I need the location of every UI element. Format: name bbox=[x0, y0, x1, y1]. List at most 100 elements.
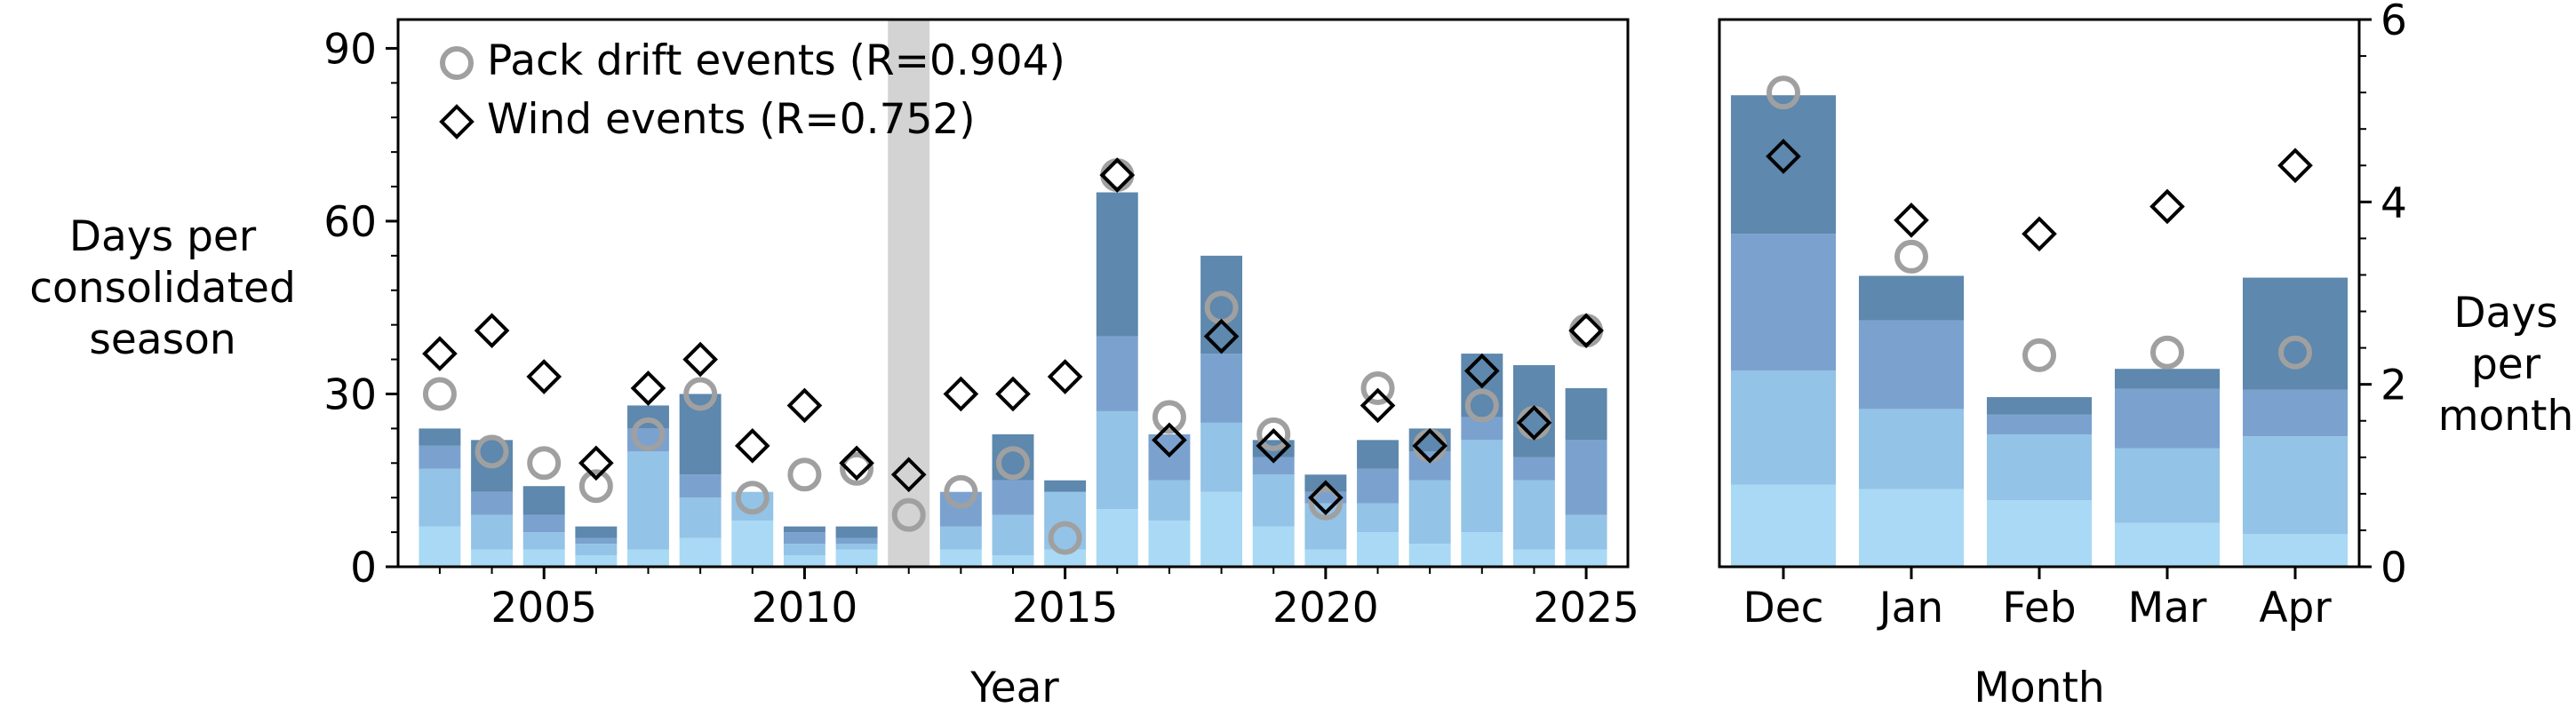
month-tick-label: Jan bbox=[1877, 584, 1943, 632]
wind-event-marker bbox=[734, 428, 770, 464]
bar-segment bbox=[835, 526, 878, 538]
monthly-bars bbox=[1730, 95, 2349, 567]
bar-segment bbox=[1461, 440, 1503, 533]
right-y-tick-label: 2 bbox=[2381, 362, 2407, 410]
month-pack-drift-marker bbox=[1894, 239, 1928, 274]
y-axis-label: Days per consolidated season bbox=[29, 212, 296, 364]
month-tick-label: Apr bbox=[2259, 584, 2332, 632]
bar-segment bbox=[1252, 526, 1295, 567]
bar-segment bbox=[471, 491, 514, 515]
yearly-axis-ticks: 0 30 60 90 2005 2010 2015 2020 2025 bbox=[323, 25, 1639, 632]
right-y-tick-label: 6 bbox=[2381, 0, 2407, 45]
bar-segment bbox=[419, 445, 461, 469]
pack-drift-marker bbox=[1569, 314, 1604, 348]
y-tick-label: 0 bbox=[350, 544, 377, 593]
month-bar-segment bbox=[1730, 370, 1837, 485]
bar-segment bbox=[939, 526, 982, 550]
bar-segment bbox=[731, 521, 774, 567]
bar-segment bbox=[1461, 532, 1503, 567]
month-wind-event-marker bbox=[2022, 216, 2057, 252]
bar-segment bbox=[1252, 474, 1295, 527]
wind-event-marker bbox=[943, 376, 979, 412]
y-axis-label-line-2: consolidated bbox=[29, 264, 296, 313]
bar-segment bbox=[1200, 422, 1243, 492]
bar-segment bbox=[1565, 549, 1607, 567]
month-bar-segment bbox=[1986, 500, 2093, 567]
bar-segment bbox=[1512, 480, 1555, 550]
month-wind-event-marker bbox=[2277, 147, 2313, 184]
wind-event-marker bbox=[890, 457, 927, 493]
pack-drift-marker bbox=[996, 446, 1030, 481]
legend-label-wind: Wind events (R=0.752) bbox=[487, 95, 976, 144]
month-bar-segment bbox=[2242, 436, 2349, 535]
right-y-axis-label-line-1: Days bbox=[2453, 289, 2557, 338]
bar-segment bbox=[522, 486, 565, 515]
month-bar-segment bbox=[2114, 388, 2221, 449]
bar-segment bbox=[419, 526, 461, 567]
bar-segment bbox=[1565, 387, 1607, 441]
x-tick-label: 2020 bbox=[1272, 584, 1379, 632]
x-tick-label: 2025 bbox=[1533, 584, 1639, 632]
month-pack-drift-marker bbox=[2278, 335, 2312, 370]
wind-event-marker bbox=[1568, 313, 1604, 348]
pack-drift-marker bbox=[422, 377, 457, 411]
x-axis-label: Year bbox=[969, 664, 1059, 712]
pack-drift-marker bbox=[944, 474, 978, 509]
bar-segment bbox=[1512, 549, 1555, 567]
bar-segment bbox=[783, 555, 825, 567]
bar-segment bbox=[1357, 532, 1399, 567]
month-bar-segment bbox=[1986, 434, 2093, 501]
right-y-axis-label-line-2: per bbox=[2471, 340, 2541, 389]
month-wind-event-marker bbox=[1766, 139, 1801, 174]
pack-drift-marker bbox=[475, 434, 509, 469]
wind-event-marker bbox=[839, 445, 874, 481]
bar-segment bbox=[522, 532, 565, 550]
bar-segment bbox=[1357, 503, 1399, 533]
yearly-plot-frame bbox=[396, 18, 1630, 569]
bar-segment bbox=[1096, 336, 1138, 411]
pack-drift-marker bbox=[631, 417, 666, 451]
pack-drift-marker bbox=[1308, 486, 1343, 521]
monthly-chart: 0 2 4 6 Dec Jan Feb Mar Apr Days per month Month bbox=[1718, 0, 2573, 712]
bar-segment bbox=[471, 514, 514, 550]
yearly-chart: 0 30 60 90 2005 2010 2015 2020 2025 Pack drift e… bbox=[29, 18, 1639, 712]
wind-event-marker bbox=[1516, 405, 1552, 441]
wind-event-marker bbox=[1047, 359, 1083, 394]
bar-segment bbox=[679, 497, 722, 538]
wind-event-marker bbox=[1463, 353, 1500, 389]
right-x-axis-label: Month bbox=[1974, 664, 2104, 712]
legend-label-pack-drift: Pack drift events (R=0.904) bbox=[487, 36, 1065, 85]
bar-segment bbox=[575, 537, 618, 545]
month-bar-segment bbox=[2114, 522, 2221, 567]
x-tick-label: 2005 bbox=[490, 584, 597, 632]
bar-segment bbox=[939, 549, 982, 567]
pack-drift-marker bbox=[1048, 521, 1082, 555]
wind-event-marker bbox=[1308, 480, 1344, 516]
y-tick-label: 30 bbox=[323, 370, 377, 419]
month-tick-label: Dec bbox=[1743, 584, 1824, 632]
pack-drift-marker bbox=[683, 377, 718, 411]
bar-segment bbox=[575, 544, 618, 556]
bar-segment bbox=[992, 555, 1034, 567]
bar-segment bbox=[1044, 480, 1087, 492]
month-bar-segment bbox=[1858, 409, 1965, 489]
pack-drift-marker bbox=[527, 446, 562, 481]
bar-segment bbox=[679, 474, 722, 498]
wind-event-marker bbox=[1099, 157, 1136, 193]
wind-event-marker bbox=[526, 359, 562, 394]
month-bar-segment bbox=[1730, 234, 1837, 371]
month-bar-segment bbox=[2114, 369, 2221, 389]
y-tick-label: 60 bbox=[323, 198, 377, 247]
month-wind-event-marker bbox=[2149, 188, 2185, 225]
bar-segment bbox=[783, 532, 825, 545]
bar-segment bbox=[1512, 457, 1555, 481]
pack-drift-marker bbox=[578, 469, 613, 504]
pack-drift-marker bbox=[1152, 400, 1186, 434]
bar-segment bbox=[627, 549, 669, 567]
bar-segment bbox=[419, 468, 461, 527]
bar-segment bbox=[679, 537, 722, 567]
bar-segment bbox=[575, 555, 618, 567]
legend: Pack drift events (R=0.904) Wind events … bbox=[439, 36, 1065, 144]
bar-segment bbox=[835, 537, 878, 545]
